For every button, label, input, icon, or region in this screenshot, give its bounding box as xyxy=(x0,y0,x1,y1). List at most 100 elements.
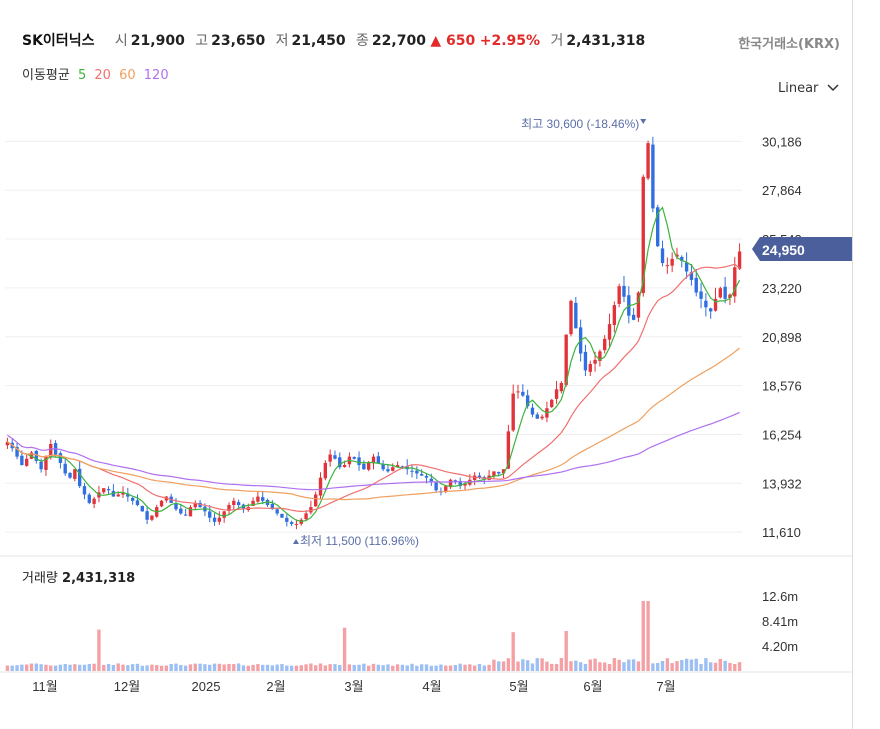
candle-body xyxy=(453,480,458,482)
candle-body xyxy=(477,475,482,478)
volume-bar xyxy=(395,664,400,671)
volume-bar xyxy=(583,663,588,671)
scale-dropdown[interactable]: Linear xyxy=(778,81,839,96)
volume-bar xyxy=(212,663,217,671)
volume-bar xyxy=(737,662,742,671)
volume-bar xyxy=(73,664,77,671)
low-marker-icon xyxy=(293,539,299,544)
volume-bar xyxy=(232,664,236,671)
x-tick-label: 7월 xyxy=(656,679,675,694)
candle-body xyxy=(617,286,621,304)
y-tick-label: 23,220 xyxy=(762,281,802,296)
volume-bar xyxy=(357,664,361,671)
volume-bar xyxy=(405,665,409,671)
volume-bar xyxy=(487,664,491,671)
volume-bar xyxy=(333,664,337,671)
volume-bar xyxy=(665,658,670,671)
volume-bar xyxy=(82,664,87,671)
volume-bar xyxy=(256,664,260,671)
volume-label: 거 xyxy=(550,33,564,49)
volume-bar xyxy=(550,663,554,671)
volume-bar xyxy=(126,665,130,671)
y-tick-label: 18,576 xyxy=(762,379,802,394)
volume-bar xyxy=(318,663,323,671)
volume-bar xyxy=(709,662,713,671)
low-value: 21,450 xyxy=(291,33,346,49)
volume-bar xyxy=(448,665,453,671)
volume-bar xyxy=(53,665,58,671)
volume-bar xyxy=(227,663,231,671)
volume-bar xyxy=(130,664,135,671)
volume-bar xyxy=(10,665,14,671)
volume-bar xyxy=(723,660,727,671)
volume-bar xyxy=(347,664,352,671)
volume-bar xyxy=(578,662,583,671)
volume-bar xyxy=(68,664,72,671)
candle-body xyxy=(130,497,135,501)
volume-bar xyxy=(492,659,496,671)
candle-body xyxy=(660,248,665,264)
volume-bar xyxy=(521,659,525,671)
candle-body xyxy=(641,176,645,294)
candle-body xyxy=(261,497,265,501)
volume-bar xyxy=(651,663,655,671)
volume-bar xyxy=(304,664,308,671)
volume-bar xyxy=(174,663,178,671)
volume-bar xyxy=(694,658,698,671)
volume-bar xyxy=(246,665,250,671)
y-tick-label: 30,186 xyxy=(762,134,802,149)
volume-bar xyxy=(559,658,564,671)
volume-bar xyxy=(622,662,626,671)
candle-body xyxy=(525,395,530,407)
candle-body xyxy=(675,254,679,257)
volume-bar xyxy=(689,659,694,671)
volume-bar xyxy=(419,664,424,671)
candle-body xyxy=(193,502,197,508)
volume-bar xyxy=(299,665,303,671)
volume-bar xyxy=(603,662,607,671)
volume-bar xyxy=(501,661,506,671)
candle-body xyxy=(386,469,390,472)
volume-bar xyxy=(415,665,419,671)
volume-bar xyxy=(718,658,723,671)
volume-bar xyxy=(309,663,313,671)
candle-body xyxy=(391,467,395,471)
candle-body xyxy=(15,446,19,457)
candle-body xyxy=(492,471,496,477)
current-price-tag xyxy=(752,237,852,261)
candle-body xyxy=(318,477,323,496)
y-tick-label: 20,898 xyxy=(762,330,802,345)
volume-bar xyxy=(434,665,438,671)
candle-body xyxy=(198,502,202,508)
volume-bar xyxy=(159,665,164,671)
candle-body xyxy=(550,399,554,407)
volume-bar xyxy=(497,661,501,671)
low-label: 저 xyxy=(275,33,289,49)
ma5-label: 5 xyxy=(77,68,87,83)
volume-bar xyxy=(155,665,159,671)
volume-bar xyxy=(376,664,381,671)
x-tick-label: 11월 xyxy=(32,679,57,694)
candle-body xyxy=(145,511,149,520)
volume-bar xyxy=(140,665,144,671)
candle-body xyxy=(622,285,626,297)
candle-body xyxy=(530,407,535,415)
volume-bar xyxy=(636,661,641,671)
candle-body xyxy=(574,302,578,329)
volume-bar xyxy=(135,663,140,671)
volume-bar xyxy=(400,664,405,671)
volume-bar xyxy=(463,664,467,671)
candle-body xyxy=(338,457,342,468)
candle-body xyxy=(603,338,607,351)
candle-body xyxy=(501,469,506,474)
volume-title-block: 거래량 2,431,318 xyxy=(22,567,135,586)
candle-body xyxy=(87,494,91,503)
candle-body xyxy=(410,470,414,472)
volume-bar xyxy=(179,664,183,671)
ma60-label: 60 xyxy=(119,68,136,83)
volume-bar xyxy=(410,663,414,671)
candle-body xyxy=(102,488,106,493)
volume-bar xyxy=(670,663,674,671)
candle-body xyxy=(39,461,43,470)
